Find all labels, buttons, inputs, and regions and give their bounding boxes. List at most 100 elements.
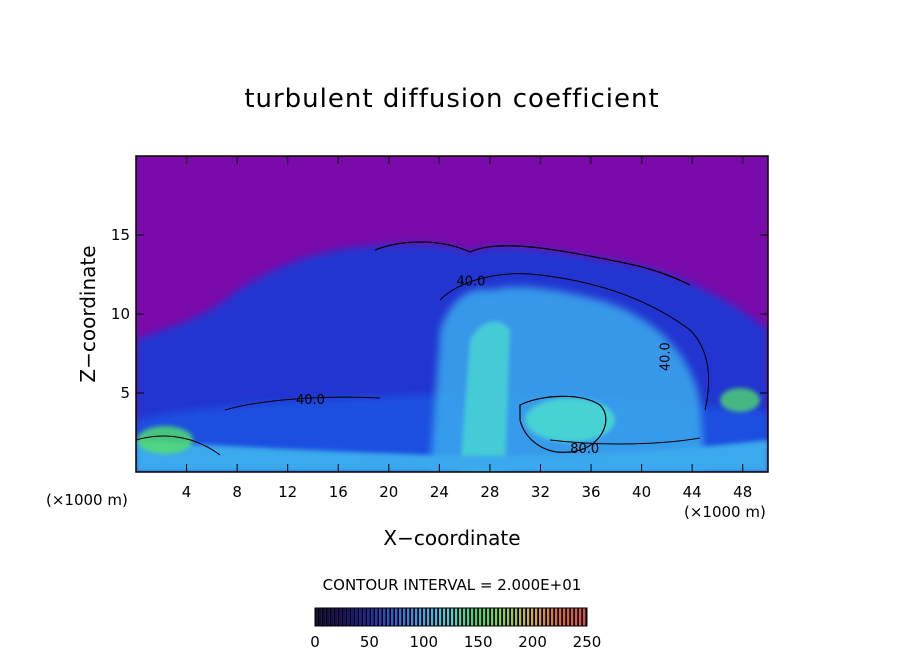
colorbar-stripe-gap bbox=[349, 608, 351, 626]
colorbar-stripe bbox=[547, 608, 550, 626]
colorbar-stripe-gap bbox=[385, 608, 387, 626]
colorbar-stripe bbox=[319, 608, 322, 626]
x-tick-label: 20 bbox=[379, 483, 398, 501]
x-tick-label: 12 bbox=[278, 483, 297, 501]
colorbar-stripe bbox=[523, 608, 526, 626]
colorbar-stripe bbox=[435, 608, 438, 626]
colorbar-stripe-gap bbox=[357, 608, 359, 626]
colorbar-stripe-gap bbox=[325, 608, 327, 626]
x-tick-label: 48 bbox=[733, 483, 752, 501]
contour-label: 40.0 bbox=[658, 342, 673, 371]
colorbar-stripe bbox=[519, 608, 522, 626]
colorbar-stripe-gap bbox=[465, 608, 467, 626]
colorbar-stripe-gap bbox=[429, 608, 431, 626]
colorbar-stripe bbox=[455, 608, 458, 626]
colorbar-stripe-gap bbox=[533, 608, 535, 626]
colorbar-stripe-gap bbox=[361, 608, 363, 626]
colorbar-tick-label: 200 bbox=[518, 633, 547, 651]
colorbar-stripe-gap bbox=[581, 608, 583, 626]
colorbar-tick-label: 100 bbox=[409, 633, 438, 651]
colorbar-stripe bbox=[471, 608, 474, 626]
colorbar-stripe-gap bbox=[557, 608, 559, 626]
colorbar-stripe bbox=[515, 608, 518, 626]
colorbar-stripe-gap bbox=[501, 608, 503, 626]
colorbar-stripe-gap bbox=[537, 608, 539, 626]
colorbar-stripe bbox=[359, 608, 362, 626]
colorbar-stripe-gap bbox=[469, 608, 471, 626]
colorbar-stripe-gap bbox=[505, 608, 507, 626]
colorbar-stripe-gap bbox=[493, 608, 495, 626]
x-unit-label: (×1000 m) bbox=[684, 503, 766, 521]
x-axis-title: X−coordinate bbox=[383, 526, 521, 550]
colorbar-stripe bbox=[511, 608, 514, 626]
contour-label: 40.0 bbox=[456, 275, 485, 290]
contour-interval-text: CONTOUR INTERVAL = 2.000E+01 bbox=[322, 576, 582, 594]
colorbar-stripe bbox=[327, 608, 330, 626]
x-tick-label: 40 bbox=[632, 483, 651, 501]
colorbar-stripe bbox=[535, 608, 538, 626]
colorbar-stripe bbox=[583, 608, 586, 626]
colorbar-stripe bbox=[459, 608, 462, 626]
colorbar-stripe bbox=[407, 608, 410, 626]
colorbar-stripe-gap bbox=[517, 608, 519, 626]
colorbar-stripe bbox=[475, 608, 478, 626]
colorbar-stripe bbox=[483, 608, 486, 626]
colorbar-stripe bbox=[531, 608, 534, 626]
field-region-max bbox=[720, 388, 760, 412]
contour-line bbox=[374, 241, 691, 286]
colorbar-stripe-gap bbox=[457, 608, 459, 626]
x-tick-label: 28 bbox=[480, 483, 499, 501]
colorbar-stripe bbox=[571, 608, 574, 626]
colorbar-stripe-gap bbox=[545, 608, 547, 626]
colorbar-stripe bbox=[467, 608, 470, 626]
colorbar-stripe bbox=[343, 608, 346, 626]
colorbar-stripe bbox=[559, 608, 562, 626]
contour-line bbox=[224, 396, 381, 411]
colorbar-stripe-gap bbox=[341, 608, 343, 626]
colorbar-stripe bbox=[355, 608, 358, 626]
colorbar-stripe-gap bbox=[553, 608, 555, 626]
colorbar-tick-label: 150 bbox=[464, 633, 493, 651]
colorbar-stripe bbox=[315, 608, 318, 626]
y-tick-label: 10 bbox=[111, 305, 130, 323]
x-tick-label: 24 bbox=[430, 483, 449, 501]
colorbar-tick-label: 0 bbox=[310, 633, 320, 651]
colorbar-stripe-gap bbox=[413, 608, 415, 626]
colorbar-stripe bbox=[351, 608, 354, 626]
colorbar-stripe bbox=[431, 608, 434, 626]
colorbar-stripe bbox=[339, 608, 342, 626]
colorbar-stripe bbox=[387, 608, 390, 626]
colorbar-stripe bbox=[415, 608, 418, 626]
colorbar-stripe-gap bbox=[585, 608, 587, 626]
x-tick-label: 36 bbox=[581, 483, 600, 501]
y-tick-label: 15 bbox=[111, 226, 130, 244]
colorbar-stripe-gap bbox=[497, 608, 499, 626]
z-unit-label: (×1000 m) bbox=[46, 491, 128, 509]
colorbar: 0 50 100 150 200 250 bbox=[310, 607, 601, 651]
colorbar-stripe bbox=[323, 608, 326, 626]
colorbar-stripe bbox=[411, 608, 414, 626]
contour-line bbox=[136, 435, 221, 456]
colorbar-stripe-gap bbox=[369, 608, 371, 626]
colorbar-stripe-gap bbox=[365, 608, 367, 626]
x-axis-ticks: 4 8 12 16 20 24 28 32 36 40 44 48 bbox=[182, 156, 752, 501]
colorbar-stripe bbox=[507, 608, 510, 626]
colorbar-stripe bbox=[395, 608, 398, 626]
colorbar-stripe-gap bbox=[529, 608, 531, 626]
contour-label: 80.0 bbox=[570, 442, 599, 457]
colorbar-stripe-gap bbox=[521, 608, 523, 626]
colorbar-stripe-gap bbox=[321, 608, 323, 626]
contour-label: 40.0 bbox=[296, 393, 325, 408]
colorbar-stripe bbox=[383, 608, 386, 626]
colorbar-stripe bbox=[379, 608, 382, 626]
colorbar-stripe-gap bbox=[445, 608, 447, 626]
y-tick-label: 5 bbox=[120, 384, 130, 402]
colorbar-stripe-gap bbox=[425, 608, 427, 626]
colorbar-stripe bbox=[399, 608, 402, 626]
colorbar-stripe bbox=[463, 608, 466, 626]
colorbar-stripe bbox=[555, 608, 558, 626]
colorbar-stripe-gap bbox=[317, 608, 319, 626]
colorbar-stripe bbox=[487, 608, 490, 626]
colorbar-stripe bbox=[479, 608, 482, 626]
colorbar-stripe-gap bbox=[449, 608, 451, 626]
